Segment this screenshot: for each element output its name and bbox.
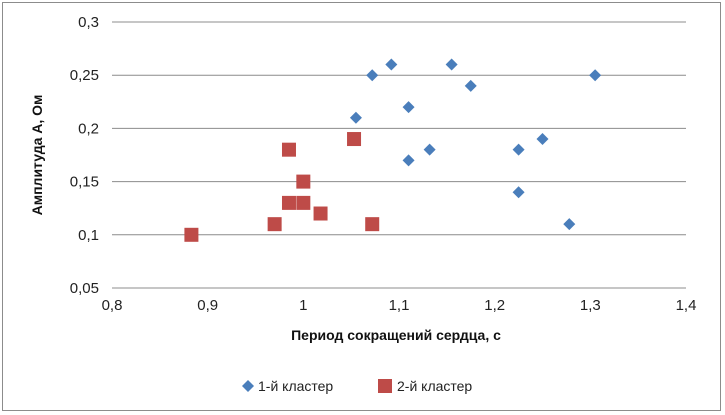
data-point (423, 143, 436, 156)
data-point (281, 142, 296, 157)
y-tick-labels: 0,05 0,1 0,15 0,2 0,25 0,3 (70, 14, 99, 297)
x-tick-labels: 0,8 0,9 1 1,1 1,2 1,3 1,4 (102, 297, 697, 314)
y-tick-label: 0,05 (70, 280, 99, 297)
data-point (281, 195, 296, 210)
data-point (296, 174, 311, 189)
data-point (563, 218, 576, 231)
x-axis-title: Период сокращений сердца, с (291, 327, 501, 343)
data-point (402, 154, 415, 167)
data-point (366, 69, 379, 82)
y-tick-label: 0,25 (70, 67, 99, 84)
data-point (313, 206, 328, 221)
gridlines (112, 21, 686, 236)
legend-marker (378, 379, 392, 393)
data-point (402, 101, 415, 114)
data-point (512, 143, 525, 156)
data-point (445, 58, 458, 71)
data-point (512, 186, 525, 199)
data-point (464, 79, 477, 92)
legend-label: 2-й кластер (397, 378, 472, 394)
data-point (365, 217, 380, 232)
data-point (536, 133, 549, 146)
x-tick-label: 1,2 (484, 297, 505, 314)
data-point (385, 58, 398, 71)
data-point (267, 217, 282, 232)
x-tick-label: 0,9 (197, 297, 218, 314)
x-tick-label: 1,3 (580, 297, 601, 314)
y-tick-label: 0,15 (70, 174, 99, 191)
x-tick-label: 1 (299, 297, 307, 314)
data-point (589, 69, 602, 82)
y-tick-label: 0,1 (78, 227, 99, 244)
data-points (184, 58, 602, 242)
data-point (347, 132, 362, 147)
y-axis-title: Амплитуда А, Ом (29, 95, 45, 216)
legend-label: 1-й кластер (258, 378, 333, 394)
data-point (349, 111, 362, 124)
y-tick-label: 0,3 (78, 14, 99, 31)
data-point (184, 227, 199, 242)
x-tick-label: 1,4 (676, 297, 697, 314)
data-point (296, 195, 311, 210)
y-tick-label: 0,2 (78, 120, 99, 137)
x-tick-label: 0,8 (102, 297, 123, 314)
legend: 1-й кластер 2-й кластер (242, 378, 472, 394)
x-tick-label: 1,1 (389, 297, 410, 314)
legend-marker (242, 380, 254, 392)
chart-frame (2, 2, 721, 411)
